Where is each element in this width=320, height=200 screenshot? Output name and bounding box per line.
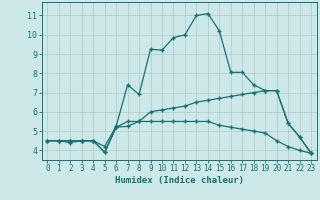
X-axis label: Humidex (Indice chaleur): Humidex (Indice chaleur) (115, 176, 244, 185)
